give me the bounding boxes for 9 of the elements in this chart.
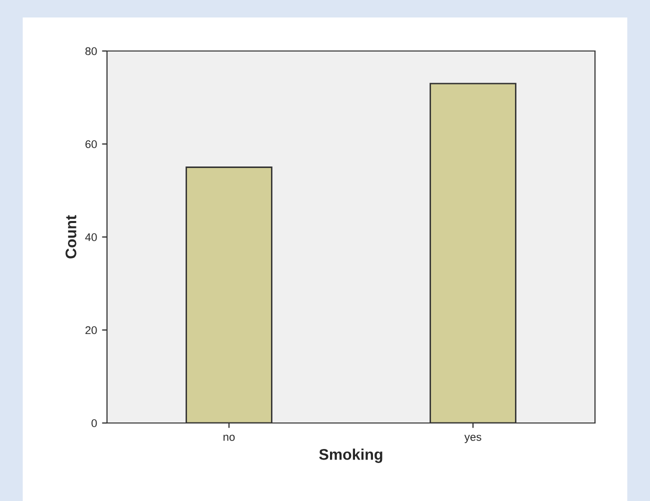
y-tick-label: 60 — [85, 140, 97, 148]
x-axis-title: Smoking — [319, 448, 382, 463]
y-tick-label: 80 — [85, 47, 97, 56]
y-axis-title: Count — [66, 215, 76, 258]
y-tick-label: 20 — [85, 326, 97, 334]
y-tick-label: 40 — [85, 233, 97, 242]
x-tick-label: no — [224, 434, 235, 441]
x-tick-label: yes — [464, 434, 482, 444]
y-tick-label: 0 — [92, 419, 97, 428]
